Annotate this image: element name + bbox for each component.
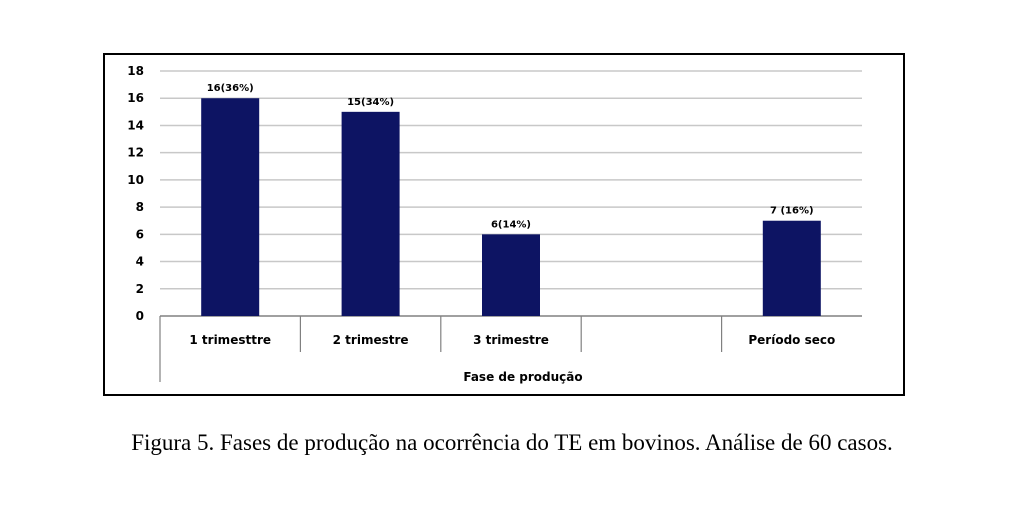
figure-caption: Figura 5. Fases de produção na ocorrênci… bbox=[131, 430, 893, 455]
gridlines bbox=[160, 70, 862, 290]
bar bbox=[341, 111, 400, 316]
data-label: 7 (16%) bbox=[770, 206, 814, 217]
y-axis-ticks: 0 2 4 6 8 10 12 14 16 18 bbox=[127, 64, 144, 323]
bars bbox=[201, 98, 821, 316]
category-label: Período seco bbox=[748, 333, 835, 347]
category-label: 2 trimestre bbox=[333, 333, 409, 347]
y-tick-label: 8 bbox=[136, 200, 144, 214]
y-tick-label: 12 bbox=[127, 146, 144, 160]
category-labels: 1 trimesttre 2 trimestre 3 trimestre Períod… bbox=[189, 333, 835, 347]
bar bbox=[762, 220, 821, 316]
y-tick-label: 0 bbox=[136, 309, 144, 323]
bar bbox=[482, 234, 540, 316]
data-label: 15(34%) bbox=[347, 97, 394, 108]
y-tick-label: 4 bbox=[136, 255, 144, 269]
y-tick-label: 16 bbox=[127, 91, 144, 105]
category-label: 1 trimesttre bbox=[189, 333, 271, 347]
y-tick-label: 6 bbox=[136, 227, 144, 241]
y-tick-label: 2 bbox=[136, 282, 144, 296]
bar bbox=[201, 98, 260, 316]
data-label: 16(36%) bbox=[207, 83, 254, 94]
y-tick-label: 18 bbox=[127, 64, 144, 78]
data-labels: 16(36%) 15(34%) 6(14%) 7 (16%) bbox=[207, 83, 814, 230]
y-tick-label: 14 bbox=[127, 118, 144, 132]
x-axis-title: Fase de produção bbox=[463, 370, 582, 384]
y-tick-label: 10 bbox=[127, 173, 144, 187]
category-label: 3 trimestre bbox=[473, 333, 549, 347]
data-label: 6(14%) bbox=[491, 219, 531, 230]
